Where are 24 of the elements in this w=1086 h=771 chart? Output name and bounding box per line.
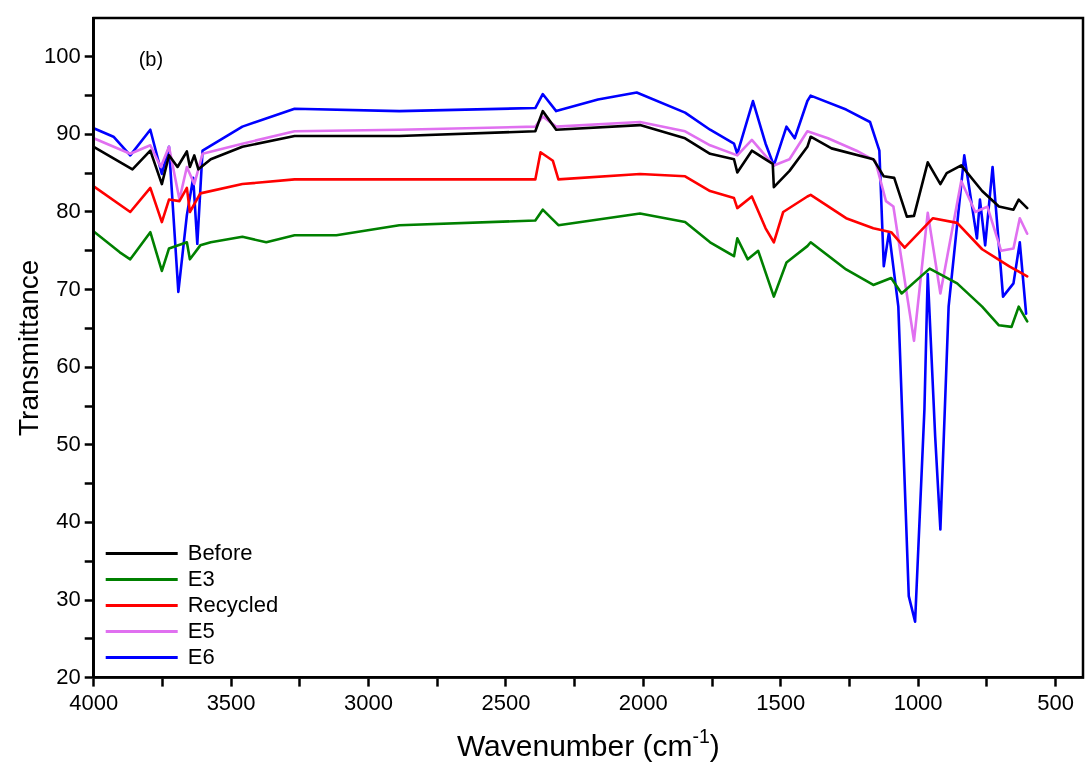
y-tick-label: 70 — [56, 275, 81, 301]
legend-label: Before — [187, 539, 253, 565]
legend-label: E6 — [187, 643, 215, 669]
x-tick-label: 4000 — [69, 689, 119, 715]
x-tick-label: 1000 — [893, 689, 943, 715]
legend-label: E5 — [187, 617, 215, 643]
annotation: (b) — [138, 47, 164, 70]
y-tick-label: 30 — [56, 586, 81, 612]
x-tick-label: 3000 — [344, 689, 393, 715]
x-tick-label: 2500 — [481, 689, 531, 715]
y-tick-label: 50 — [56, 430, 81, 456]
y-tick-label: 90 — [56, 120, 81, 146]
legend-label: Recycled — [187, 591, 279, 617]
y-tick-label: 60 — [56, 353, 81, 379]
legend-label: E3 — [187, 565, 215, 591]
x-tick-label: 1500 — [756, 689, 806, 715]
y-axis-title: Transmittance — [12, 259, 44, 436]
x-tick-label: 3500 — [206, 689, 256, 715]
y-tick-label: 100 — [43, 42, 81, 68]
y-tick-label: 40 — [56, 508, 81, 534]
y-tick-label: 20 — [56, 663, 81, 689]
y-tick-label: 80 — [56, 198, 81, 224]
x-tick-label: 2000 — [618, 689, 668, 715]
x-tick-label: 500 — [1037, 689, 1074, 715]
